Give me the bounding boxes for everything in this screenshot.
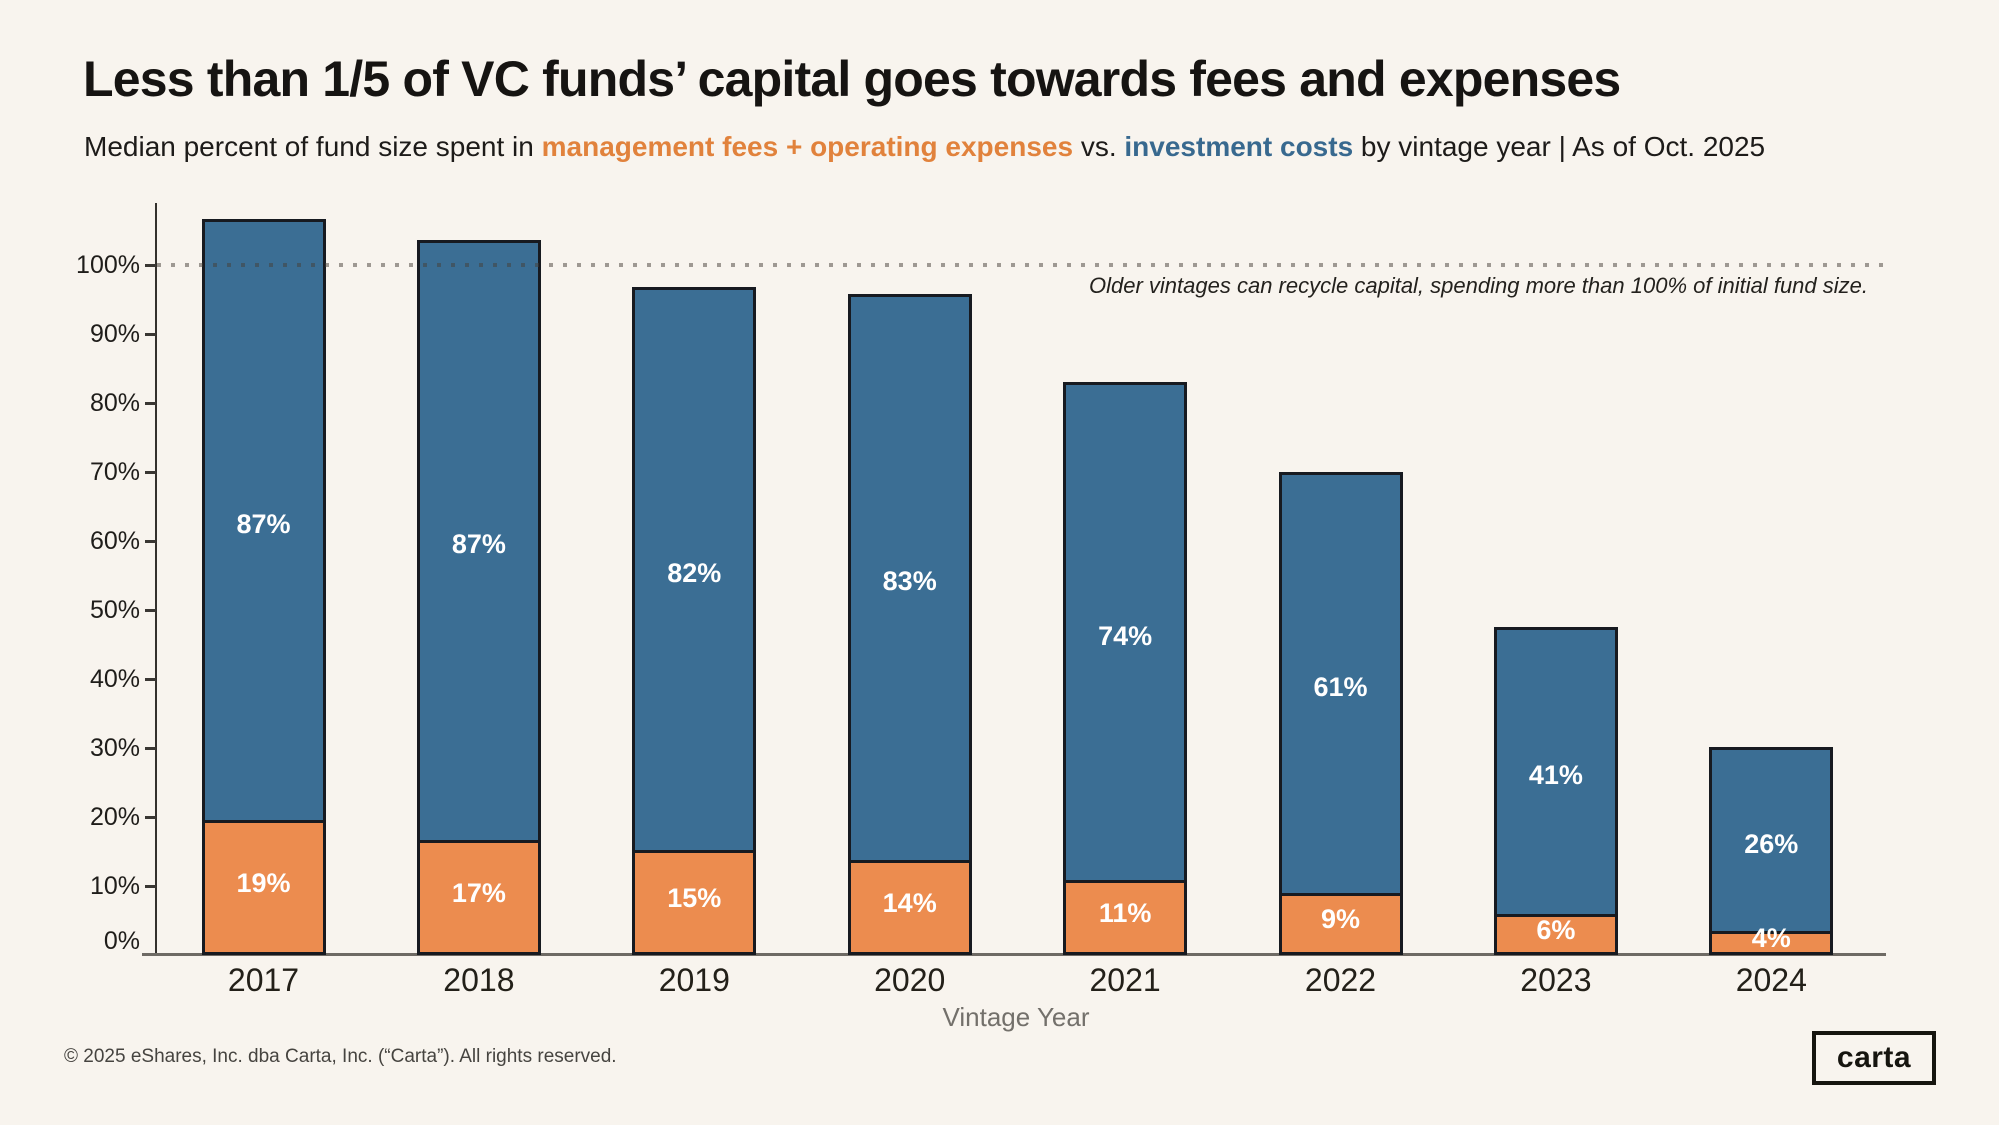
bar-2022: 61% 9% [1278, 472, 1403, 955]
reference-line-100pct [157, 263, 1884, 267]
bar-2017-fees-segment [204, 820, 323, 952]
bar-2020-fees-label: 14% [882, 887, 937, 918]
y-tick-label-30: 30% [89, 734, 140, 762]
y-tick-mark-50 [145, 608, 156, 612]
annotation-recycle-note: Older vintages can recycle capital, spen… [1089, 273, 1868, 298]
bar-2024-fees-label: 4% [1751, 923, 1791, 954]
carta-logo-text: carta [1836, 1041, 1912, 1074]
y-tick-mark-80 [145, 401, 156, 405]
bar-2023-fees-label: 6% [1536, 914, 1576, 945]
y-tick-label-80: 80% [89, 389, 140, 417]
bar-2018-investment-label: 87% [451, 529, 506, 560]
subtitle-legend-investment: investment costs [1124, 131, 1354, 162]
bar-2018-fees-segment [419, 839, 538, 952]
y-tick-mark-10 [145, 884, 156, 888]
bar-2022-investment-label: 61% [1313, 671, 1368, 702]
bar-2018-fees-label: 17% [451, 877, 506, 908]
y-axis-line [155, 203, 157, 955]
subtitle-legend-fees: management fees + operating expenses [541, 131, 1074, 162]
copyright-text: © 2025 eShares, Inc. dba Carta, Inc. (“C… [64, 1046, 617, 1067]
subtitle-connector: vs. [1073, 131, 1125, 162]
y-tick-label-20: 20% [89, 803, 140, 831]
bar-2019-fees-label: 15% [667, 883, 722, 914]
x-axis-title: Vintage Year [942, 1002, 1090, 1032]
y-tick-mark-90 [145, 332, 156, 336]
page-title: Less than 1/5 of VC funds’ capital goes … [83, 51, 1621, 107]
x-tick-2024: 2024 [1735, 962, 1807, 998]
x-tick-2017: 2017 [227, 962, 300, 998]
y-tick-label-100: 100% [76, 251, 140, 279]
y-tick-label-40: 40% [89, 665, 140, 693]
bar-2021: 74% 11% [1063, 381, 1188, 955]
y-tick-mark-60 [145, 539, 156, 543]
bar-2022-fees-label: 9% [1320, 904, 1361, 935]
y-tick-mark-30 [145, 746, 156, 750]
bar-2022-fees-segment [1281, 892, 1400, 952]
bar-2023: 41% 6% [1493, 627, 1618, 955]
bar-2019-investment-label: 82% [667, 558, 722, 589]
bar-2018: 87% 17% [416, 240, 541, 955]
bar-2019-fees-segment [635, 850, 754, 952]
bar-2023-fees-segment [1496, 913, 1615, 952]
carta-logo: carta [1812, 1031, 1936, 1085]
x-axis-line [142, 953, 1886, 956]
bar-2021-fees-segment [1066, 880, 1185, 952]
bar-2023-investment-label: 41% [1528, 759, 1583, 790]
subtitle: Median percent of fund size spent in man… [84, 131, 1765, 163]
x-tick-2018: 2018 [443, 962, 515, 998]
y-tick-mark-20 [145, 815, 156, 819]
bar-2021-investment-label: 74% [1098, 620, 1153, 651]
y-tick-label-60: 60% [89, 527, 140, 555]
x-tick-2023: 2023 [1520, 962, 1592, 998]
bar-2020-investment-label: 83% [882, 566, 937, 597]
y-tick-label-70: 70% [89, 458, 140, 486]
y-tick-label-50: 50% [89, 596, 140, 624]
bar-2017-investment-label: 87% [236, 509, 291, 540]
y-tick-mark-100 [145, 263, 156, 267]
x-tick-2021: 2021 [1089, 962, 1161, 998]
y-tick-label-90: 90% [89, 320, 140, 348]
y-tick-mark-70 [145, 470, 156, 474]
bar-2021-fees-label: 11% [1098, 898, 1152, 929]
bar-2024-fees-segment [1712, 930, 1831, 952]
x-tick-2019: 2019 [658, 962, 730, 998]
bar-2019: 82% 15% [632, 287, 757, 955]
bar-2024-investment-label: 26% [1744, 828, 1799, 859]
y-tick-mark-40 [145, 677, 156, 681]
subtitle-suffix: by vintage year | As of Oct. 2025 [1353, 131, 1766, 162]
x-tick-2020: 2020 [874, 962, 946, 998]
y-tick-label-0: 0% [103, 927, 140, 955]
x-tick-2022: 2022 [1304, 962, 1377, 998]
bar-2017-fees-label: 19% [236, 868, 291, 899]
bar-2024: 26% 4% [1709, 747, 1834, 955]
bar-2020: 83% 14% [847, 293, 972, 955]
subtitle-prefix: Median percent of fund size spent in [84, 131, 542, 162]
bar-2020-fees-segment [850, 859, 969, 952]
bar-2017: 87% 19% [201, 218, 326, 955]
y-tick-label-10: 10% [89, 872, 140, 900]
